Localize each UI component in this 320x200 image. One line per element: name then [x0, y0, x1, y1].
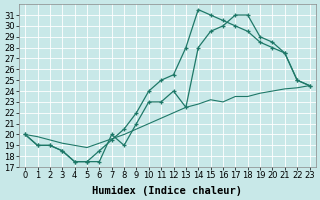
- X-axis label: Humidex (Indice chaleur): Humidex (Indice chaleur): [92, 186, 242, 196]
